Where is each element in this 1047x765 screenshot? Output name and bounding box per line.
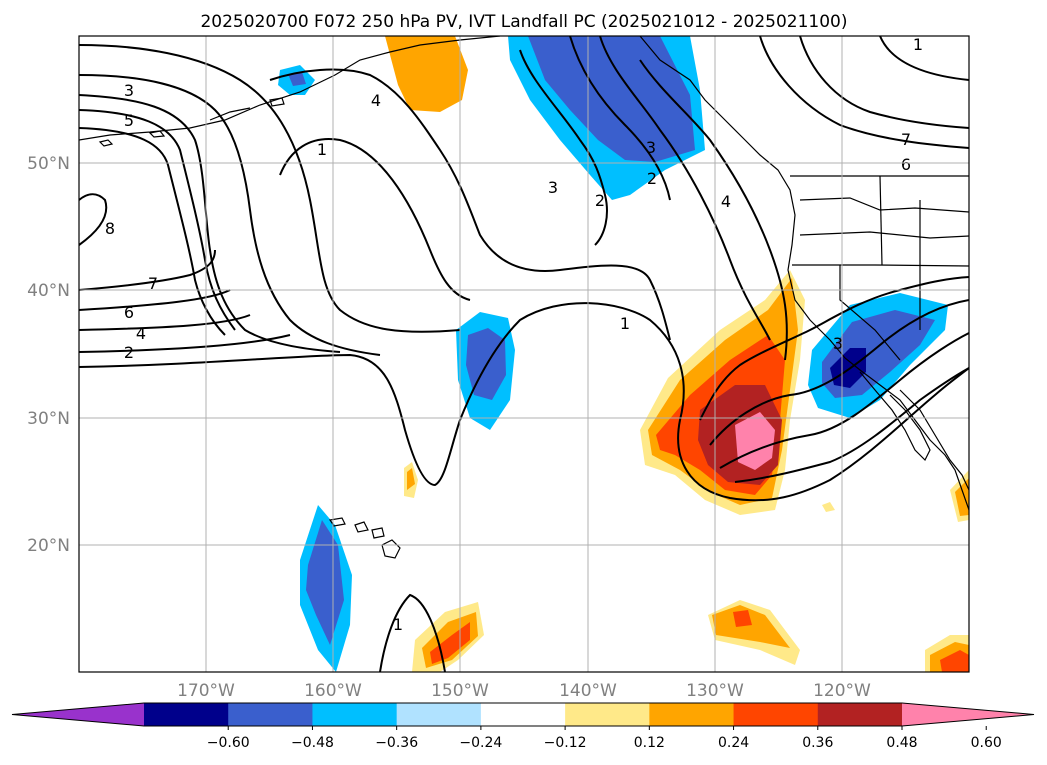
gridlines	[79, 36, 969, 672]
colorbar-tick-label: 0.36	[802, 735, 833, 751]
pv-label: 7	[148, 274, 158, 293]
colorbar-extend-max	[902, 703, 1034, 726]
pv-label: 6	[124, 303, 134, 322]
pv-label: 4	[721, 192, 731, 211]
lat-label: 30°N	[27, 409, 70, 429]
colorbar-tick-label: 0.12	[634, 735, 665, 751]
ivt-shading	[278, 36, 969, 672]
colorbar-tick-label: −0.24	[459, 735, 502, 751]
pv-label: 4	[136, 324, 146, 343]
colorbar-segment	[480, 703, 566, 726]
pv-label: 1	[393, 615, 403, 634]
colorbar-tick-label: −0.12	[544, 735, 587, 751]
colorbar-tick-label: −0.36	[375, 735, 418, 751]
colorbar-extend-min	[12, 703, 144, 726]
colorbar-segment	[817, 703, 903, 726]
longitude-labels: 170°W 160°W 150°W 140°W 130°W 120°W	[177, 681, 871, 701]
pv-label: 2	[647, 169, 657, 188]
colorbar-tick-label: 0.48	[886, 735, 917, 751]
colorbar-segment	[312, 703, 398, 726]
lat-label: 40°N	[27, 281, 70, 301]
pv-label: 8	[105, 219, 115, 238]
pv-label: 3	[646, 138, 656, 157]
pv-label: 3	[833, 334, 843, 353]
map-panel: 3 5 1 8 7 6 4 2 1 3 2 4 3 2 1 7 6 4 1 3	[78, 35, 970, 673]
lon-label: 140°W	[559, 681, 617, 701]
pv-label: 3	[548, 178, 558, 197]
latitude-labels: 20°N 30°N 40°N 50°N	[27, 154, 70, 556]
lon-label: 120°W	[813, 681, 871, 701]
lon-label: 170°W	[177, 681, 235, 701]
neg-shade-dark	[528, 36, 695, 162]
colorbar-tick-label: 0.60	[971, 735, 1002, 751]
colorbar-segment	[228, 703, 313, 726]
pv-label: 6	[901, 155, 911, 174]
colorbar-outline	[11, 702, 1035, 727]
lat-label: 20°N	[27, 536, 70, 556]
lon-label: 130°W	[686, 681, 744, 701]
colorbar-segment	[649, 703, 735, 726]
colorbar-segment	[733, 703, 819, 726]
colorbar-tick-label: 0.24	[718, 735, 749, 751]
pv-label: 3	[124, 81, 134, 100]
pv-label: 2	[124, 343, 134, 362]
pv-contours	[79, 36, 969, 672]
colorbar-tick-label: −0.60	[207, 735, 250, 751]
pv-label: 7	[901, 130, 911, 149]
lon-label: 150°W	[431, 681, 489, 701]
pv-label: 4	[371, 91, 381, 110]
colorbar-tick-label: −0.48	[291, 735, 334, 751]
pv-label: 1	[913, 35, 923, 54]
pv-label: 1	[620, 314, 630, 333]
colorbar-segment	[565, 703, 650, 726]
pv-label: 5	[124, 111, 134, 130]
colorbar: −0.60 −0.48 −0.36 −0.24 −0.12 0.12 0.24 0.36 0.4…	[11, 702, 1035, 751]
lon-label: 160°W	[304, 681, 362, 701]
colorbar-segment	[396, 703, 482, 726]
pv-contour-labels: 3 5 1 8 7 6 4 2 1 3 2 4 3 2 1 7 6 4 1 3	[105, 35, 923, 634]
pv-label: 1	[317, 140, 327, 159]
pv-label: 2	[595, 191, 605, 210]
colorbar-segment	[144, 703, 229, 726]
lat-label: 50°N	[27, 154, 70, 174]
figure-title: 2025020700 F072 250 hPa PV, IVT Landfall…	[200, 12, 847, 32]
